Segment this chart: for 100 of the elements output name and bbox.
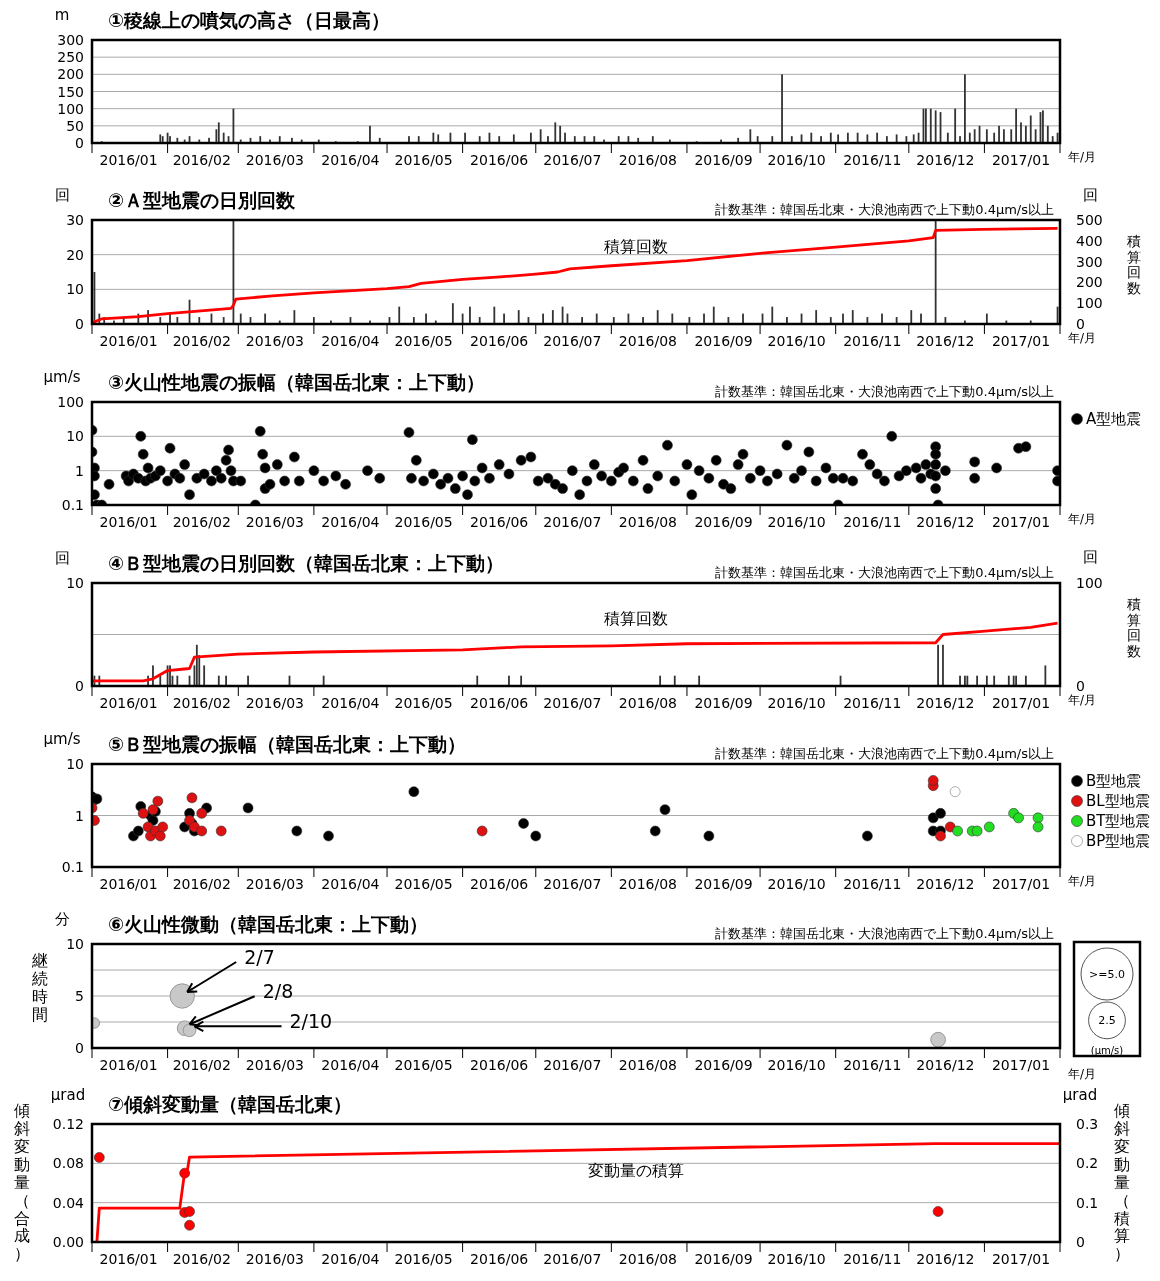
x-tick-label: 2016/11 xyxy=(843,1251,902,1267)
y-axis-title: 回 xyxy=(54,549,70,567)
legend-label: BP型地震 xyxy=(1086,832,1151,850)
x-tick-label: 2016/04 xyxy=(321,514,380,530)
legend-label: >=5.0 xyxy=(1089,968,1125,981)
y-tick-label: 250 xyxy=(57,49,84,66)
x-tick-label: 2016/12 xyxy=(916,514,975,530)
legend-title: (μm/s) xyxy=(1090,1045,1124,1056)
chart-subtitle: 計数基準：韓国岳北東・大浪池南西で上下動0.4μm/s以上 xyxy=(715,926,1054,941)
x-tick-label: 2016/08 xyxy=(618,1057,678,1073)
x-tick-label: 2016/09 xyxy=(694,514,753,530)
y2-tick-label: 300 xyxy=(1076,253,1103,270)
x-tick-label: 2016/07 xyxy=(543,333,602,349)
x-tick-label: 2016/06 xyxy=(470,876,529,892)
y2-tick-label: 500 xyxy=(1076,212,1103,228)
x-tick-label: 2016/11 xyxy=(843,514,902,530)
x-tick-label: 2016/07 xyxy=(543,1057,602,1073)
x-tick-label: 2016/07 xyxy=(543,695,602,711)
y-tick-label: 10 xyxy=(66,936,84,952)
x-axis-title: 年/月 xyxy=(1068,150,1097,164)
x-tick-label: 2016/01 xyxy=(99,695,158,711)
y-tick-label: 30 xyxy=(66,212,84,228)
x-tick-label: 2017/01 xyxy=(991,695,1051,711)
x-tick-label: 2016/12 xyxy=(916,152,975,168)
x-tick-label: 2016/04 xyxy=(321,695,380,711)
x-tick-label: 2016/11 xyxy=(843,1057,902,1073)
x-tick-label: 2016/09 xyxy=(694,152,753,168)
x-tick-label: 2016/02 xyxy=(172,333,231,349)
x-tick-label: 2016/03 xyxy=(245,695,304,711)
x-tick-label: 2016/05 xyxy=(394,152,453,168)
chart-title: ⑥火山性微動（韓国岳北東：上下動） xyxy=(108,913,429,935)
y-axis-title: μm/s xyxy=(43,730,81,748)
x-tick-label: 2016/11 xyxy=(843,333,902,349)
chart-title: ④Ｂ型地震の日別回数（韓国岳北東：上下動） xyxy=(108,552,505,574)
x-tick-label: 2016/12 xyxy=(916,695,975,711)
x-tick-label: 2016/09 xyxy=(694,876,753,892)
x-axis-title: 年/月 xyxy=(1068,512,1097,526)
x-tick-label: 2016/12 xyxy=(916,1251,975,1267)
x-tick-label: 2016/09 xyxy=(694,1057,753,1073)
y2-tick-label: 0.3 xyxy=(1076,1116,1099,1132)
x-tick-label: 2016/08 xyxy=(618,514,678,530)
series-label: 積算回数 xyxy=(604,608,668,628)
y2-tick-label: 400 xyxy=(1076,232,1103,249)
y-tick-label: 10 xyxy=(66,428,84,445)
x-tick-label: 2016/11 xyxy=(843,152,902,168)
text: 傾斜変動量（合成） xyxy=(14,1101,30,1264)
x-tick-label: 2016/06 xyxy=(470,1057,529,1073)
y-tick-label: 0.04 xyxy=(52,1194,85,1211)
x-tick-label: 2016/03 xyxy=(245,1057,304,1073)
legend-label: BT型地震 xyxy=(1086,812,1151,830)
text: μrad xyxy=(50,1086,86,1104)
chart-subtitle: 計数基準：韓国岳北東・大浪池南西で上下動0.4μm/s以上 xyxy=(715,384,1054,399)
x-tick-label: 2016/08 xyxy=(618,1251,678,1267)
x-tick-label: 2017/01 xyxy=(991,1251,1051,1267)
x-tick-label: 2016/07 xyxy=(543,152,602,168)
y-tick-label: 0 xyxy=(75,678,84,694)
x-tick-label: 2016/09 xyxy=(694,1251,753,1267)
y2-tick-label: 0 xyxy=(1076,678,1085,694)
x-axis-title: 年/月 xyxy=(1068,874,1097,888)
x-axis-title: 年/月 xyxy=(1068,331,1097,345)
y-axis-title: m xyxy=(54,6,70,24)
x-tick-label: 2016/06 xyxy=(470,695,529,711)
text: μrad xyxy=(1062,1086,1098,1104)
x-tick-label: 2016/02 xyxy=(172,1251,231,1267)
x-tick-label: 2016/08 xyxy=(618,333,678,349)
x-tick-label: 2016/03 xyxy=(245,152,304,168)
chart-title: ②Ａ型地震の日別回数 xyxy=(108,189,297,211)
x-tick-label: 2016/04 xyxy=(321,152,380,168)
y-tick-label: 0.12 xyxy=(52,1116,84,1132)
x-tick-label: 2016/07 xyxy=(543,876,602,892)
x-tick-label: 2016/01 xyxy=(99,1251,158,1267)
x-tick-label: 2016/09 xyxy=(694,695,753,711)
y2-axis-title: 積算回数 xyxy=(1127,596,1141,660)
y-tick-label: 10 xyxy=(66,281,84,298)
x-tick-label: 2016/10 xyxy=(767,514,826,530)
y-tick-label: 0.08 xyxy=(52,1155,84,1172)
y-tick-label: 50 xyxy=(66,117,84,134)
legend-label: A型地震 xyxy=(1086,410,1142,428)
y-tick-label: 0.00 xyxy=(52,1234,84,1250)
x-tick-label: 2016/12 xyxy=(916,876,975,892)
text: 回 xyxy=(1082,186,1098,204)
y-tick-label: 10 xyxy=(66,575,84,591)
x-tick-label: 2016/09 xyxy=(694,333,753,349)
x-tick-label: 2016/01 xyxy=(99,152,158,168)
y-axis-title: 回 xyxy=(54,186,70,204)
y-axis-title: 分 xyxy=(54,910,70,928)
x-tick-label: 2017/01 xyxy=(991,514,1051,530)
x-tick-label: 2016/03 xyxy=(245,1251,304,1267)
y-axis-title: μm/s xyxy=(43,368,81,386)
x-tick-label: 2016/05 xyxy=(394,876,453,892)
y-tick-label: 100 xyxy=(57,394,84,410)
annotation: 2/7 xyxy=(244,946,275,968)
x-tick-label: 2016/02 xyxy=(172,514,231,530)
x-tick-label: 2016/06 xyxy=(470,514,529,530)
x-tick-label: 2016/02 xyxy=(172,1057,231,1073)
y-tick-label: 0.1 xyxy=(61,497,84,513)
x-tick-label: 2016/01 xyxy=(99,514,158,530)
y2-axis-title: 積算回数 xyxy=(1127,233,1141,297)
y-tick-label: 150 xyxy=(57,83,84,100)
y-tick-label: 200 xyxy=(57,66,84,83)
